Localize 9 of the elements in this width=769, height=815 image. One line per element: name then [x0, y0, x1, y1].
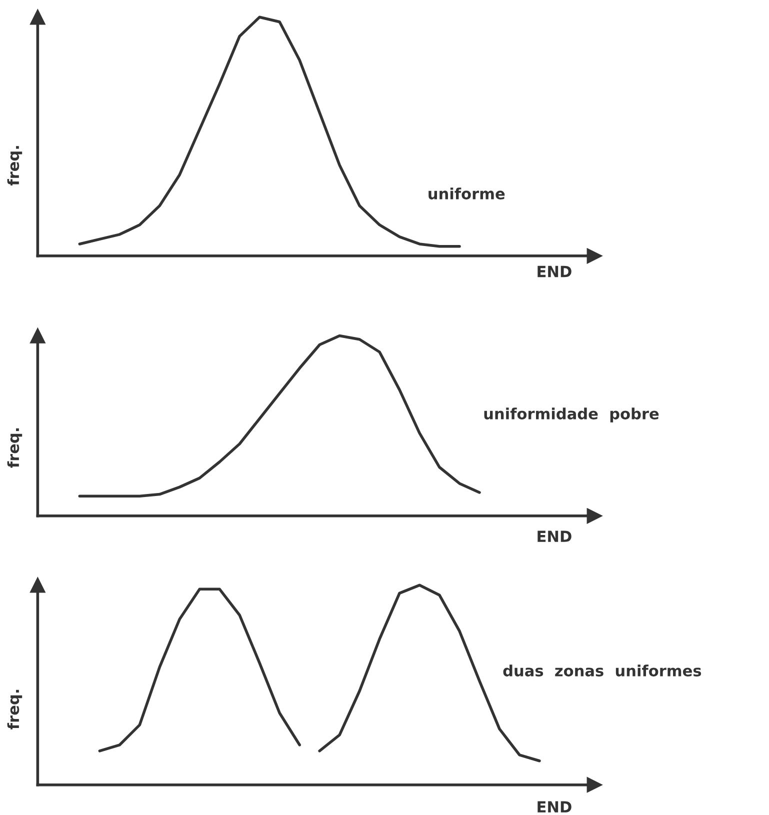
- x-axis-title: END: [538, 530, 572, 542]
- x-axis-title: END: [538, 266, 572, 278]
- y-axis-title: freq.: [7, 690, 22, 730]
- annotation: duas zonas uniformes: [503, 664, 702, 676]
- y-axis-title: freq.: [7, 146, 22, 186]
- annotation: uniforme: [428, 188, 505, 200]
- annotation: uniformidade pobre: [484, 408, 659, 422]
- y-axis-title: freq.: [7, 428, 22, 468]
- x-axis-title: END: [538, 801, 572, 812]
